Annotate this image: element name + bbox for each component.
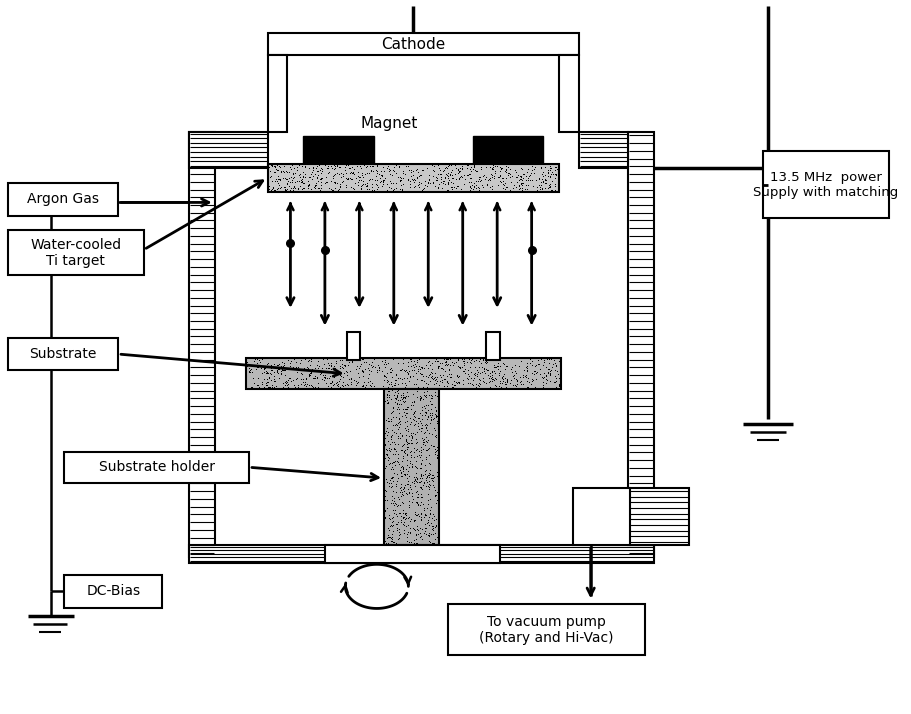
Text: Substrate holder: Substrate holder <box>98 461 214 474</box>
Bar <box>486 333 499 360</box>
Bar <box>302 136 374 164</box>
Text: Water-cooled
Ti target: Water-cooled Ti target <box>30 238 121 268</box>
Bar <box>628 131 653 557</box>
Bar <box>346 333 360 360</box>
Bar <box>447 604 644 655</box>
Bar <box>8 183 118 216</box>
Text: Argon Gas: Argon Gas <box>27 193 99 206</box>
Bar <box>578 131 628 168</box>
Bar <box>64 451 249 483</box>
Bar <box>268 55 287 131</box>
Bar <box>268 33 578 55</box>
Bar <box>472 136 543 164</box>
Bar <box>572 488 630 545</box>
Text: Magnet: Magnet <box>360 116 417 131</box>
Bar <box>324 545 499 563</box>
Bar <box>189 545 653 563</box>
Text: To vacuum pump
(Rotary and Hi-Vac): To vacuum pump (Rotary and Hi-Vac) <box>478 615 613 645</box>
Bar <box>189 131 268 168</box>
Text: 13.5 MHz  power
Supply with matching: 13.5 MHz power Supply with matching <box>752 171 897 198</box>
Bar <box>558 55 578 131</box>
Bar <box>628 488 689 545</box>
Text: Substrate: Substrate <box>29 347 97 361</box>
Bar <box>64 575 162 608</box>
Bar <box>8 338 118 370</box>
Text: Cathode: Cathode <box>381 37 445 52</box>
Bar <box>268 164 558 191</box>
Bar <box>246 358 560 390</box>
Bar <box>8 230 144 276</box>
Bar <box>384 390 438 545</box>
Bar <box>189 131 214 557</box>
Text: DC-Bias: DC-Bias <box>86 584 140 598</box>
Bar <box>763 151 888 218</box>
